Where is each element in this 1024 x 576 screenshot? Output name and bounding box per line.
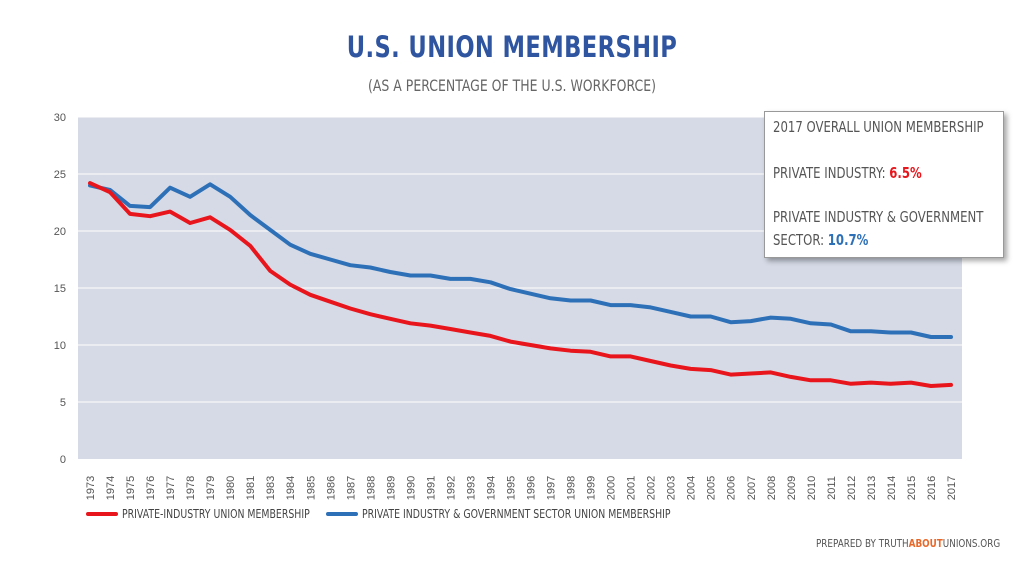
legend-swatch-private [86, 511, 118, 516]
x-tick-label-1998: 1998 [566, 476, 578, 500]
x-tick-label-1974: 1974 [105, 476, 117, 500]
x-tick-label-2010: 2010 [806, 476, 818, 500]
y-tick-label-15: 15 [54, 283, 66, 295]
callout-combined-label-2: SECTOR: [773, 231, 825, 249]
x-tick-label-1980: 1980 [225, 476, 237, 500]
legend-label-combined: PRIVATE INDUSTRY & GOVERNMENT SECTOR UNI… [362, 506, 671, 521]
x-axis-ticks: 1973 1974 1975 1976 1977 1978 1979 1980 1981 1983… [85, 476, 958, 500]
x-tick-label-1996: 1996 [526, 476, 538, 500]
series-line-combined [88, 182, 953, 339]
legend-swatch-combined [326, 511, 358, 516]
x-tick-label-2015: 2015 [906, 476, 918, 500]
callout-combined-label: PRIVATE INDUSTRY & GOVERNMENT [773, 208, 984, 226]
x-tick-label-1983: 1983 [265, 476, 277, 500]
x-tick-label-1992: 1992 [445, 476, 457, 500]
callout-combined-value: 10.7% [827, 231, 869, 249]
series-line-private [88, 181, 953, 388]
x-tick-label-1990: 1990 [405, 476, 417, 500]
x-tick-label-2008: 2008 [766, 476, 778, 500]
x-tick-label-1993: 1993 [465, 476, 477, 500]
y-tick-label-5: 5 [60, 397, 66, 409]
callout-private-value: 6.5% [889, 164, 922, 182]
y-tick-label-20: 20 [54, 226, 66, 238]
x-tick-label-1987: 1987 [345, 476, 357, 500]
x-tick-label-1989: 1989 [385, 476, 397, 500]
x-tick-label-1985: 1985 [305, 476, 317, 500]
credit-suffix: UNIONS.ORG [942, 537, 1001, 550]
credit-prefix: PREPARED BY TRUTH [816, 537, 909, 550]
x-tick-label-1975: 1975 [125, 476, 137, 500]
x-tick-label-1981: 1981 [245, 476, 257, 500]
callout-private-row: PRIVATE INDUSTRY: 6.5% [773, 164, 922, 182]
x-tick-label-2005: 2005 [706, 476, 718, 500]
x-tick-label-2003: 2003 [666, 476, 678, 500]
x-tick-label-2017: 2017 [946, 476, 958, 500]
summary-callout: 2017 OVERALL UNION MEMBERSHIP PRIVATE IN… [764, 111, 1004, 258]
x-tick-label-1976: 1976 [145, 476, 157, 500]
x-tick-label-2007: 2007 [746, 476, 758, 500]
x-tick-label-2011: 2011 [826, 476, 838, 500]
callout-heading: 2017 OVERALL UNION MEMBERSHIP [773, 118, 984, 136]
x-tick-label-2013: 2013 [866, 476, 878, 500]
x-tick-label-1991: 1991 [425, 476, 437, 500]
x-tick-label-1986: 1986 [325, 476, 337, 500]
y-tick-label-10: 10 [54, 340, 66, 352]
y-tick-label-25: 25 [54, 169, 66, 181]
legend-item-combined: PRIVATE INDUSTRY & GOVERNMENT SECTOR UNI… [326, 506, 758, 521]
x-tick-label-1973: 1973 [85, 476, 97, 500]
x-tick-label-2006: 2006 [726, 476, 738, 500]
x-tick-label-1997: 1997 [546, 476, 558, 500]
x-tick-label-2004: 2004 [686, 476, 698, 500]
x-tick-label-2009: 2009 [786, 476, 798, 500]
x-tick-label-2014: 2014 [886, 476, 898, 500]
chart-title: U.S. UNION MEMBERSHIP [346, 30, 678, 64]
callout-combined-row: SECTOR: 10.7% [773, 231, 868, 249]
callout-private-label: PRIVATE INDUSTRY: [773, 164, 886, 182]
y-axis-ticks: 0 5 10 15 20 25 30 [54, 112, 66, 466]
credit-accent: ABOUT [908, 537, 943, 550]
x-tick-label-1994: 1994 [485, 476, 497, 500]
chart-subtitle: (AS A PERCENTAGE OF THE U.S. WORKFORCE) [367, 76, 657, 95]
x-tick-label-1995: 1995 [505, 476, 517, 500]
x-tick-label-1999: 1999 [586, 476, 598, 500]
y-tick-label-0: 0 [60, 454, 66, 466]
x-tick-label-2000: 2000 [606, 476, 618, 500]
x-tick-label-2001: 2001 [626, 476, 638, 500]
y-tick-label-30: 30 [54, 112, 66, 124]
x-tick-label-1988: 1988 [365, 476, 377, 500]
x-tick-label-1979: 1979 [205, 476, 217, 500]
x-tick-label-1978: 1978 [185, 476, 197, 500]
series-lines [88, 181, 953, 388]
credit-line: PREPARED BY TRUTHABOUTUNIONS.ORG [816, 537, 1000, 550]
x-tick-label-2002: 2002 [646, 476, 658, 500]
x-tick-label-1984: 1984 [285, 476, 297, 500]
x-tick-label-2012: 2012 [846, 476, 858, 500]
x-tick-label-1977: 1977 [165, 476, 177, 500]
x-tick-label-2016: 2016 [926, 476, 938, 500]
legend-item-private: PRIVATE-INDUSTRY UNION MEMBERSHIP [86, 506, 363, 521]
legend-label-private: PRIVATE-INDUSTRY UNION MEMBERSHIP [122, 506, 310, 521]
